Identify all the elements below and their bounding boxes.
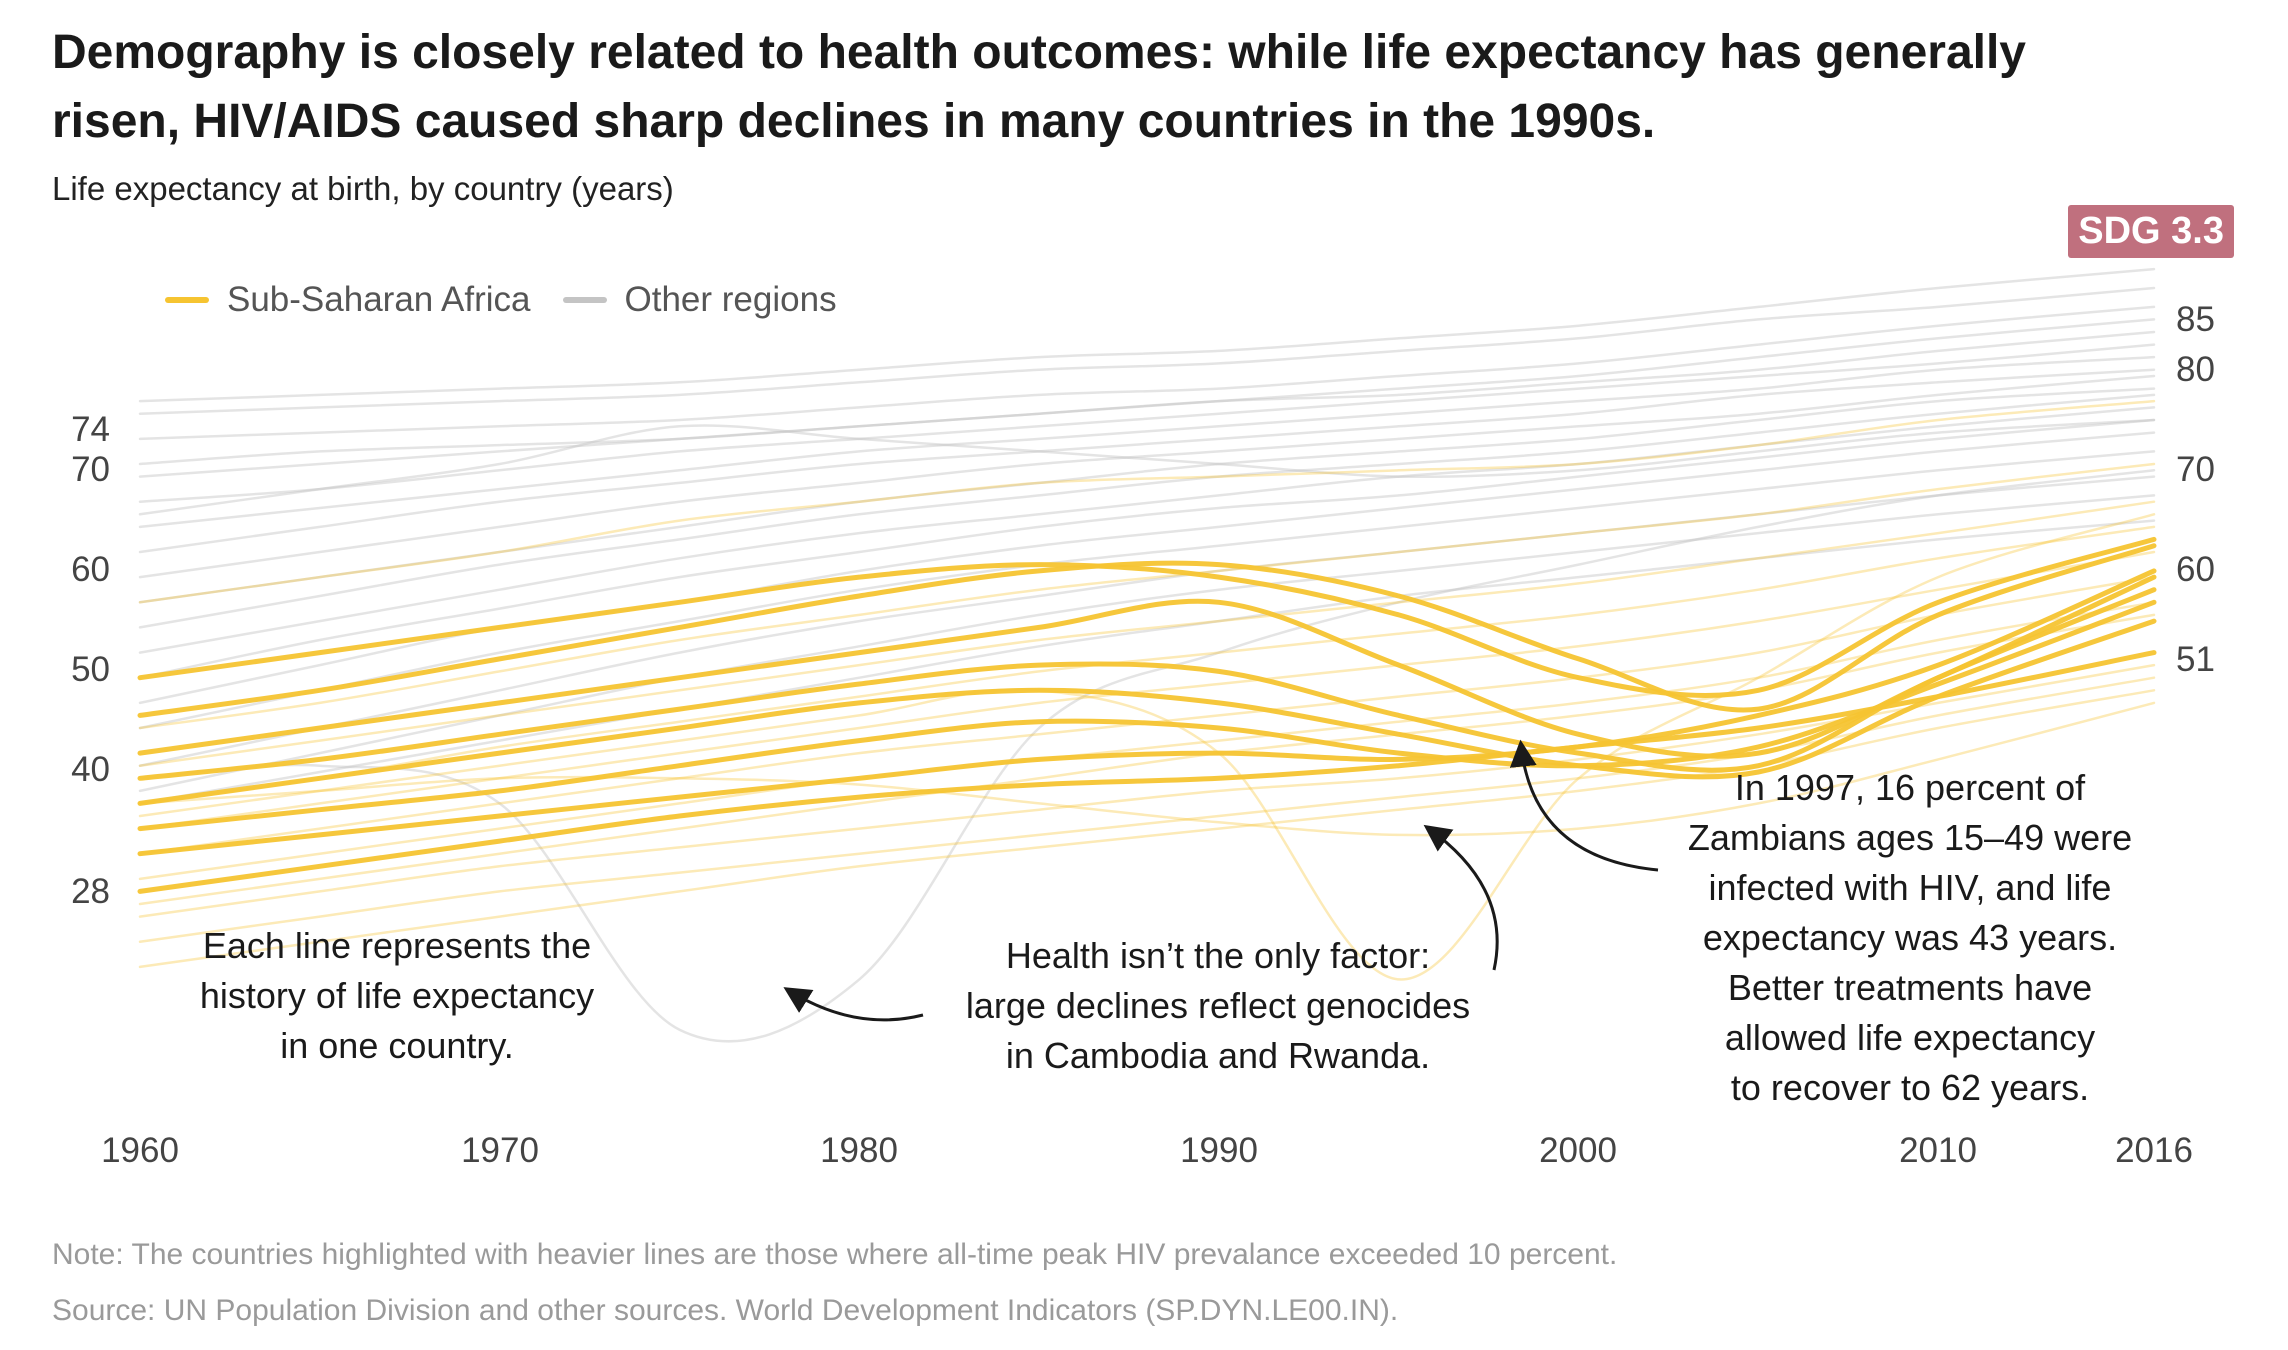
y-right-label: 51 [2176, 640, 2215, 679]
legend-label-other: Other regions [624, 280, 837, 319]
legend: Sub-Saharan Africa Other regions [165, 280, 869, 320]
other-region-line [138, 368, 2156, 554]
y-right-label: 60 [2176, 550, 2215, 589]
y-left-label: 60 [71, 550, 110, 589]
other-region-line [138, 305, 2156, 441]
annotation-line: Zambians ages 15–49 were [1688, 817, 2132, 858]
y-left-label: 50 [71, 650, 110, 689]
annotation-line: in Cambodia and Rwanda. [1006, 1035, 1430, 1076]
ssa-heavy-line [137, 568, 2157, 857]
legend-swatch-other [562, 297, 607, 303]
other-region-line [138, 494, 2156, 793]
legend-label-ssa: Sub-Saharan Africa [227, 280, 531, 319]
y-left-label: 40 [71, 750, 110, 789]
other-region-line [138, 330, 2156, 478]
ssa-heavy-line [137, 599, 2157, 832]
ssa-light-line [138, 601, 2156, 881]
annotation-line: in one country. [280, 1025, 513, 1066]
ssa-heavy-line [137, 536, 2157, 699]
other-region-line [138, 475, 2156, 767]
ssa-heavy-line [137, 587, 2157, 781]
other-region-lines [138, 267, 2156, 1043]
annotation-arrow-zambia [1509, 739, 1659, 872]
ssa-heavy-line [137, 618, 2157, 806]
annotation-line: Each line represents the [203, 925, 591, 966]
sdg-badge: SDG 3.3 [2068, 205, 2234, 258]
x-tick-label: 2000 [1539, 1131, 1617, 1170]
y-left-label: 70 [71, 450, 110, 489]
annotation-line: to recover to 62 years. [1731, 1067, 2089, 1108]
y-left-label: 28 [71, 872, 110, 911]
other-region-line [138, 374, 2156, 579]
ssa-heavy-lines [137, 536, 2157, 894]
y-left-label: 74 [71, 410, 110, 449]
annotation-line: In 1997, 16 percent of [1735, 767, 2086, 808]
ssa-light-line [138, 399, 2156, 604]
y-right-label: 70 [2176, 450, 2215, 489]
annotation-line: expectancy was 43 years. [1703, 917, 2117, 958]
other-region-line [138, 286, 2156, 415]
ssa-heavy-line [137, 543, 2157, 718]
other-region-line [138, 393, 2156, 629]
other-region-line [138, 343, 2156, 503]
annotation-line: large declines reflect genocides [966, 985, 1470, 1026]
chart-subtitle: Life expectancy at birth, by country (ye… [52, 170, 674, 207]
x-tick-label: 2010 [1899, 1131, 1977, 1170]
other-region-line [138, 318, 2156, 466]
other-region-line [138, 418, 2156, 679]
other-region-line [138, 450, 2156, 730]
ssa-heavy-line [137, 650, 2157, 894]
ssa-light-line [138, 689, 2156, 969]
annotation-line: Health isn’t the only factor: [1006, 935, 1430, 976]
x-tick-label: 1990 [1180, 1131, 1258, 1170]
annotation-line: Better treatments have [1728, 967, 2092, 1008]
annotation-line: history of life expectancy [200, 975, 594, 1016]
footer-note: Note: The countries highlighted with hea… [52, 1238, 1618, 1271]
other-region-line [138, 469, 2156, 1043]
legend-item-ssa: Sub-Saharan Africa [165, 280, 531, 320]
other-region-line [138, 519, 2156, 805]
annotation-line: allowed life expectancy [1725, 1017, 2095, 1058]
legend-swatch-ssa [165, 297, 209, 303]
other-region-line [138, 418, 2156, 516]
footer-source: Source: UN Population Division and other… [52, 1294, 1399, 1327]
annotation-arrow-cambodia [783, 987, 924, 1022]
x-tick-label: 2016 [2115, 1131, 2193, 1170]
x-tick-label: 1960 [101, 1131, 179, 1170]
ssa-light-line [138, 613, 2156, 906]
y-right-label: 85 [2176, 300, 2215, 339]
y-right-label: 80 [2176, 350, 2215, 389]
ssa-light-line [138, 701, 2156, 837]
ssa-heavy-line [137, 574, 2157, 759]
other-region-line [138, 355, 2156, 529]
other-region-line [138, 406, 2156, 654]
legend-item-other: Other regions [562, 280, 837, 320]
x-tick-label: 1970 [461, 1131, 539, 1170]
ssa-light-line [138, 462, 2156, 730]
x-tick-label: 1980 [820, 1131, 898, 1170]
annotation-arrow-rwanda [1423, 824, 1499, 971]
chart-title: Demography is closely related to health … [52, 26, 2026, 148]
ssa-light-line [138, 525, 2156, 805]
other-region-line [138, 387, 2156, 604]
annotation-line: infected with HIV, and life [1709, 867, 2112, 908]
ssa-light-line [138, 513, 2156, 981]
ssa-light-line [138, 663, 2156, 918]
ssa-light-line [138, 500, 2156, 767]
other-region-line [138, 267, 2156, 403]
